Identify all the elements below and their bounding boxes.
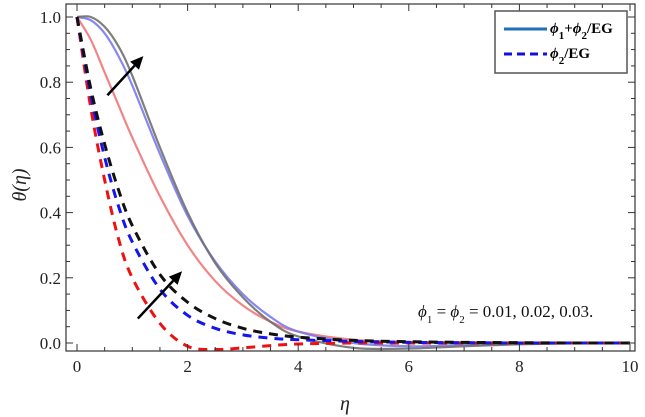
parameter-annotation: ϕ1 = ϕ2 = 0.01, 0.02, 0.03. — [418, 302, 593, 326]
legend-label-mono: ϕ2/EG — [550, 46, 590, 67]
x-tick-label: 0 — [73, 357, 82, 376]
arrow-head-icon — [130, 56, 144, 70]
dashed-series-line — [75, 16, 631, 345]
x-tick-label: 8 — [515, 357, 524, 376]
y-tick-label: 0.6 — [40, 138, 61, 157]
arrow-shaft — [106, 64, 136, 97]
solid-series-line — [76, 15, 631, 351]
trend-arrows — [106, 56, 183, 320]
y-axis-title: θ(η) — [9, 168, 31, 201]
arrow-head-icon — [168, 271, 183, 285]
x-tick-label: 2 — [183, 357, 192, 376]
legend-label-hybrid: ϕ1+ϕ2/EG — [550, 21, 613, 42]
legend-box — [494, 10, 628, 74]
y-tick-label: 0.4 — [40, 204, 62, 223]
y-tick-label: 1.0 — [40, 8, 61, 27]
x-tick-label: 4 — [294, 357, 303, 376]
legend: ϕ1+ϕ2/EG ϕ2/EG — [494, 10, 628, 74]
axes: 0 2 4 6 8 10 0.0 0.2 0.4 0.6 0.8 1.0 — [40, 4, 639, 376]
x-axis-title: η — [340, 393, 350, 415]
solid-series-line — [76, 15, 631, 348]
plot-curves — [75, 15, 631, 352]
y-tick-label: 0.8 — [40, 73, 61, 92]
x-tick-label: 10 — [622, 357, 639, 376]
dashed-series-line — [75, 16, 630, 345]
plot-frame — [65, 3, 636, 352]
y-tick-label: 0.0 — [40, 334, 61, 353]
x-tick-label: 6 — [405, 357, 414, 376]
y-tick-label: 0.2 — [40, 269, 61, 288]
arrow-shaft — [136, 279, 175, 320]
